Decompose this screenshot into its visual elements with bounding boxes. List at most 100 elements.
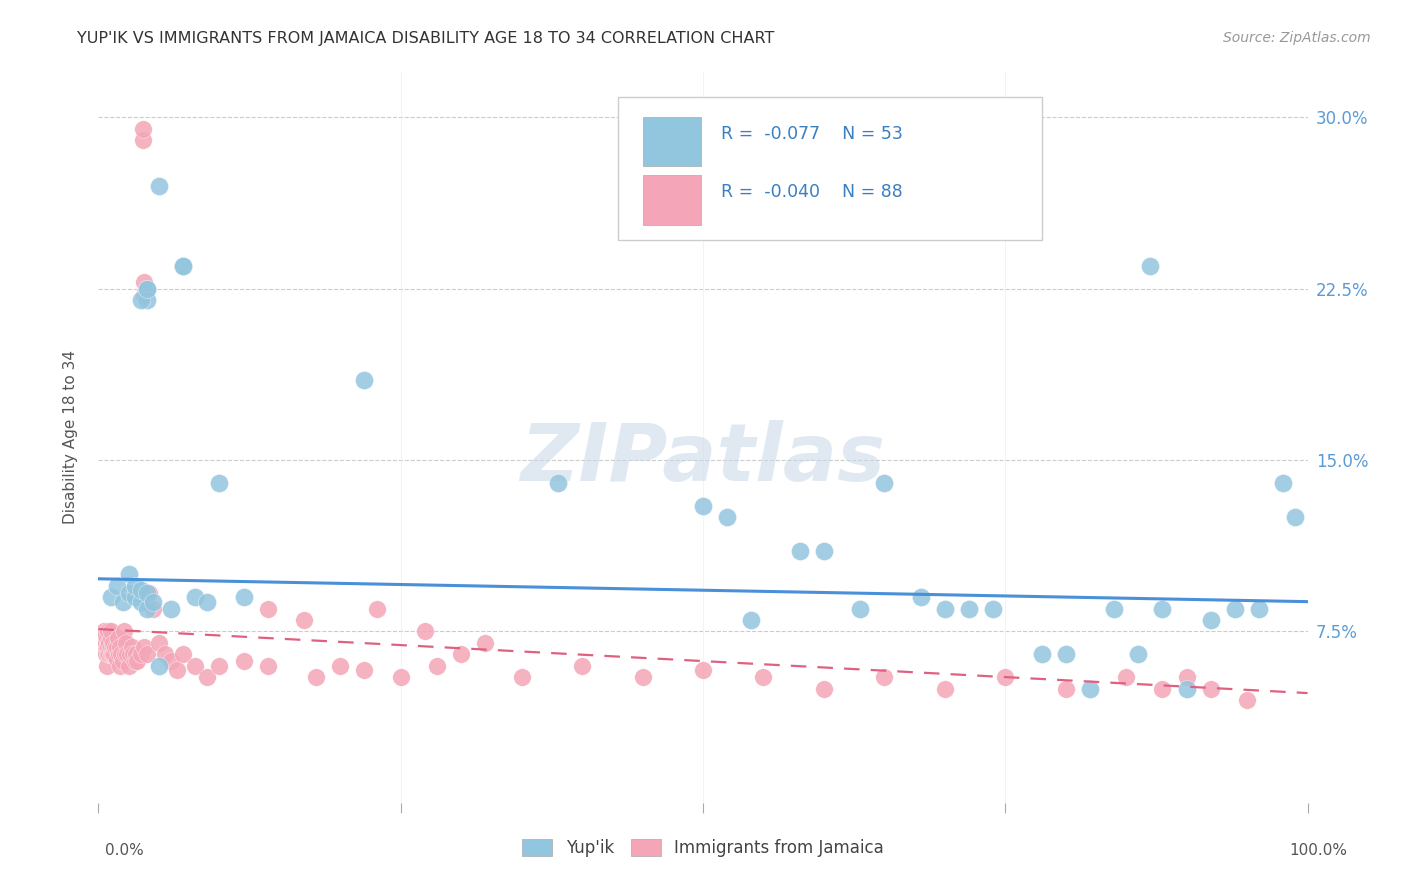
Point	[100, 647, 122, 661]
Point	[1054, 681, 1077, 696]
Point	[112, 624, 135, 639]
Point	[1139, 259, 1161, 273]
Point	[135, 281, 157, 295]
Point	[96, 640, 118, 655]
Point	[117, 647, 139, 661]
Point	[104, 640, 127, 655]
Point	[132, 133, 155, 147]
Point	[1199, 681, 1222, 696]
Point	[813, 681, 835, 696]
Point	[740, 613, 762, 627]
Point	[107, 632, 129, 646]
Point	[1284, 510, 1306, 524]
Point	[716, 510, 738, 524]
Point	[100, 640, 122, 655]
Text: 100.0%: 100.0%	[1289, 843, 1347, 858]
Point	[692, 499, 714, 513]
Point	[129, 647, 152, 661]
Point	[1236, 693, 1258, 707]
Point	[692, 663, 714, 677]
Point	[97, 624, 120, 639]
Point	[134, 640, 156, 655]
Point	[849, 601, 872, 615]
Point	[142, 601, 165, 615]
Point	[142, 595, 165, 609]
Point	[957, 601, 980, 615]
Text: 0.0%: 0.0%	[105, 843, 145, 858]
Text: R =  -0.077    N = 53: R = -0.077 N = 53	[721, 125, 903, 143]
Point	[172, 259, 194, 273]
Text: ZIPatlas: ZIPatlas	[520, 420, 886, 498]
Point	[1249, 601, 1271, 615]
Point	[148, 658, 170, 673]
Point	[118, 567, 141, 582]
Point	[1128, 647, 1150, 661]
Point	[105, 579, 128, 593]
Point	[98, 647, 121, 661]
Text: Source: ZipAtlas.com: Source: ZipAtlas.com	[1223, 31, 1371, 45]
Text: R =  -0.040    N = 88: R = -0.040 N = 88	[721, 183, 903, 202]
Point	[232, 590, 254, 604]
Point	[101, 636, 124, 650]
Point	[96, 632, 118, 646]
Point	[105, 652, 128, 666]
Point	[118, 647, 141, 661]
Point	[1175, 681, 1198, 696]
Point	[1054, 647, 1077, 661]
Point	[474, 636, 496, 650]
Point	[195, 595, 218, 609]
Point	[97, 647, 120, 661]
Point	[96, 658, 118, 673]
Point	[389, 670, 412, 684]
Point	[100, 647, 122, 661]
Point	[510, 670, 533, 684]
Point	[124, 579, 146, 593]
Point	[1115, 670, 1137, 684]
Point	[413, 624, 436, 639]
Point	[329, 658, 352, 673]
Point	[93, 624, 115, 639]
Point	[127, 654, 149, 668]
Legend: Yup'ik, Immigrants from Jamaica: Yup'ik, Immigrants from Jamaica	[516, 832, 890, 864]
Point	[153, 647, 176, 661]
Point	[208, 475, 231, 490]
Point	[101, 640, 124, 655]
Point	[184, 658, 207, 673]
Point	[135, 281, 157, 295]
Point	[910, 590, 932, 604]
Point	[124, 590, 146, 604]
Point	[118, 658, 141, 673]
Point	[571, 658, 593, 673]
Point	[1223, 601, 1246, 615]
Point	[122, 647, 145, 661]
Point	[1199, 613, 1222, 627]
Point	[121, 640, 143, 655]
Point	[100, 590, 122, 604]
Point	[114, 647, 136, 661]
Point	[292, 613, 315, 627]
Point	[115, 636, 138, 650]
Point	[134, 288, 156, 302]
FancyBboxPatch shape	[643, 175, 700, 225]
Point	[160, 601, 183, 615]
Point	[426, 658, 449, 673]
Point	[789, 544, 811, 558]
Point	[195, 670, 218, 684]
Point	[970, 213, 993, 227]
Point	[98, 636, 121, 650]
Point	[1078, 681, 1101, 696]
Point	[108, 640, 131, 655]
Point	[450, 647, 472, 661]
Y-axis label: Disability Age 18 to 34: Disability Age 18 to 34	[63, 350, 77, 524]
Point	[93, 640, 115, 655]
Point	[184, 590, 207, 604]
Point	[134, 275, 156, 289]
Point	[111, 654, 134, 668]
Point	[100, 632, 122, 646]
Point	[631, 670, 654, 684]
Point	[132, 121, 155, 136]
Point	[97, 636, 120, 650]
Point	[118, 585, 141, 599]
Point	[105, 640, 128, 655]
Point	[93, 632, 115, 646]
